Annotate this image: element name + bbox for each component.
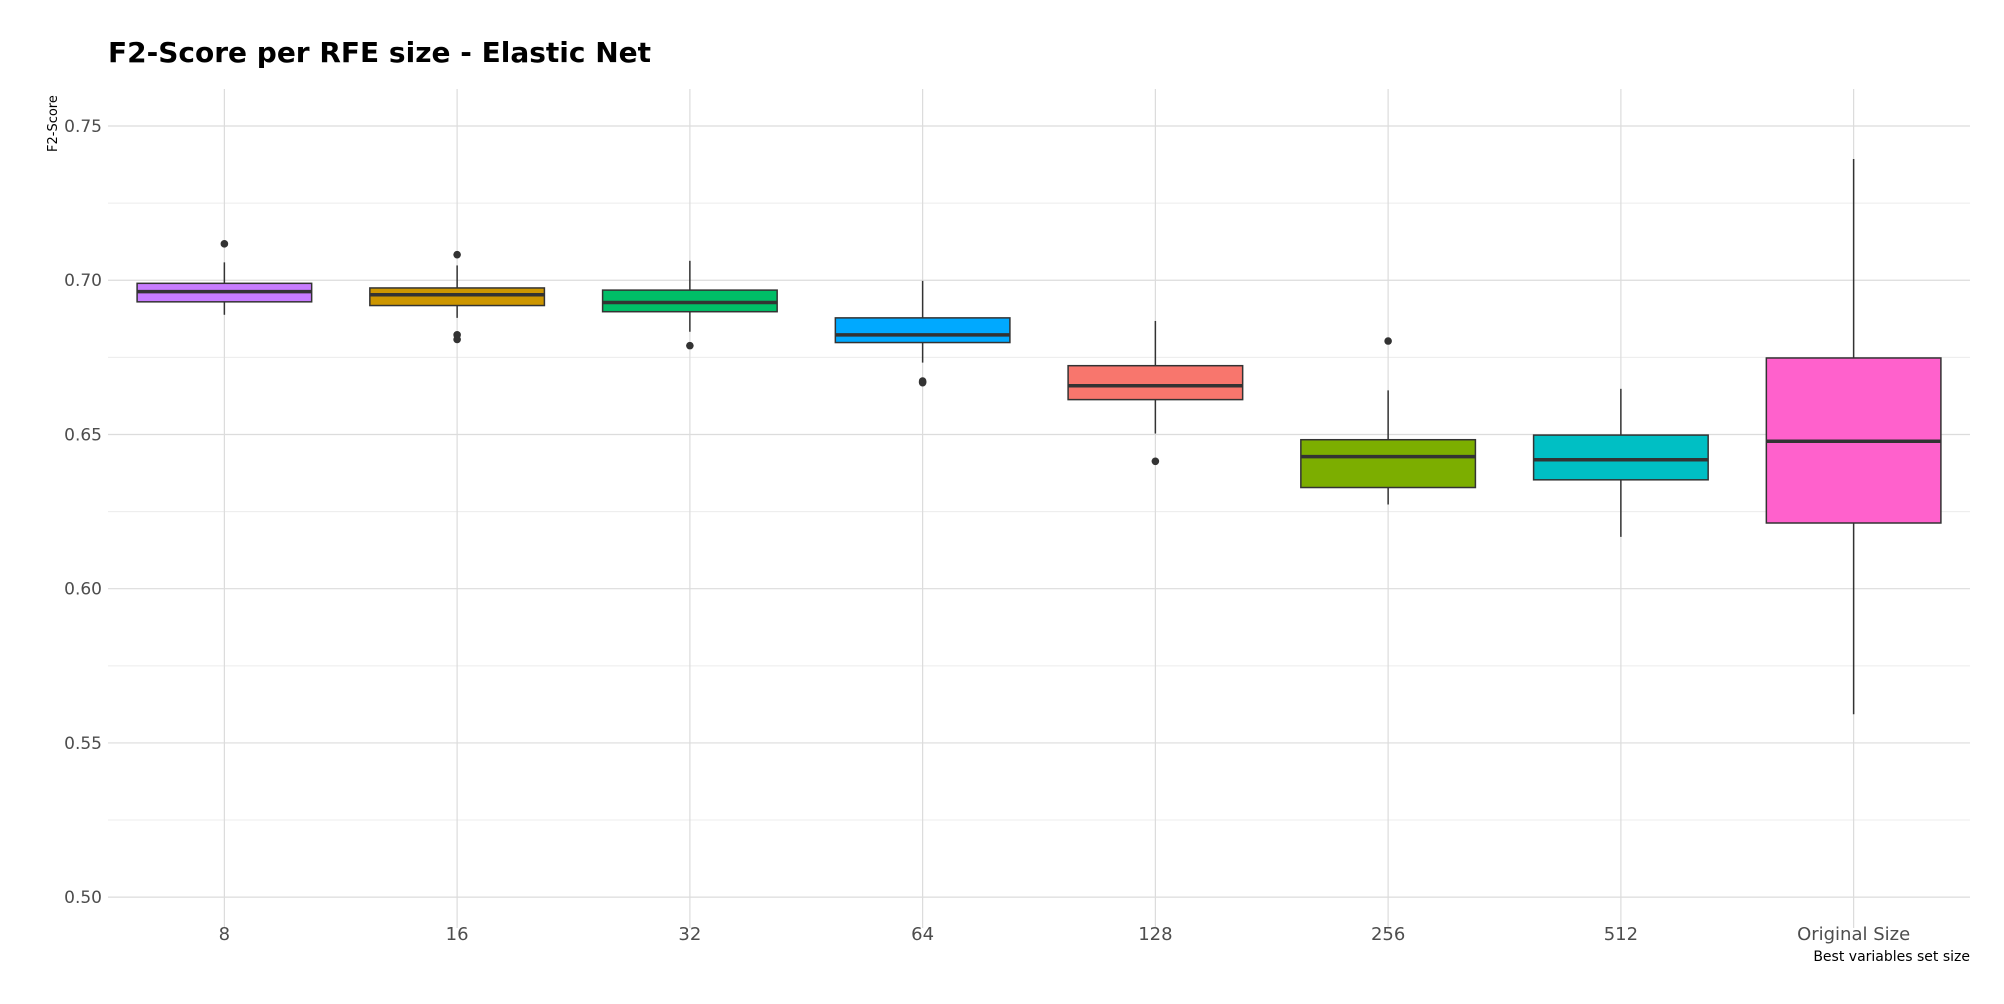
chart-title: F2-Score per RFE size - Elastic Net xyxy=(108,36,652,69)
x-tick-label: 16 xyxy=(446,924,469,945)
outlier-point xyxy=(220,240,229,248)
outlier-point xyxy=(918,378,927,387)
y-tick-label: 0.50 xyxy=(64,888,102,908)
x-tick-label: 128 xyxy=(1138,924,1172,945)
x-tick-label: 64 xyxy=(911,924,934,945)
box-iqr xyxy=(834,317,1011,344)
outlier-point xyxy=(1384,337,1392,345)
x-axis-title: Best variables set size xyxy=(1813,949,1970,965)
y-tick-label: 0.55 xyxy=(64,734,102,754)
x-tick-label: 8 xyxy=(219,924,230,945)
outlier-point xyxy=(453,335,461,344)
x-tick-label: Original Size xyxy=(1797,924,1910,945)
box-iqr xyxy=(1532,434,1709,481)
grid-layer xyxy=(108,89,1970,928)
y-tick-label: 0.65 xyxy=(64,425,102,445)
box-64 xyxy=(834,280,1011,387)
x-tick-label: 512 xyxy=(1604,924,1638,945)
box-8 xyxy=(136,240,313,315)
outlier-point xyxy=(686,341,694,350)
box-32 xyxy=(601,260,778,350)
outlier-point xyxy=(1151,457,1160,466)
x-tick-label: 32 xyxy=(678,924,701,945)
outlier-point xyxy=(453,250,461,259)
box-16 xyxy=(369,250,546,344)
y-tick-label: 0.75 xyxy=(64,117,102,137)
box-iqr xyxy=(1300,438,1477,489)
y-tick-label: 0.70 xyxy=(64,271,102,291)
box-iqr xyxy=(1067,364,1244,401)
x-tick-label: 256 xyxy=(1371,924,1405,945)
box-layer xyxy=(136,159,1942,715)
box-128 xyxy=(1067,320,1244,466)
y-axis-title: F2-Score xyxy=(46,95,61,152)
axis-layer: 0.50 0.55 0.60 0.65 0.70 0.75 8 16 32 64 128 256 512… xyxy=(64,117,1910,945)
y-tick-label: 0.60 xyxy=(64,580,102,600)
box-iqr xyxy=(369,287,546,307)
box-512 xyxy=(1532,388,1709,537)
box-256 xyxy=(1300,337,1477,505)
box-original-size xyxy=(1765,159,1942,715)
